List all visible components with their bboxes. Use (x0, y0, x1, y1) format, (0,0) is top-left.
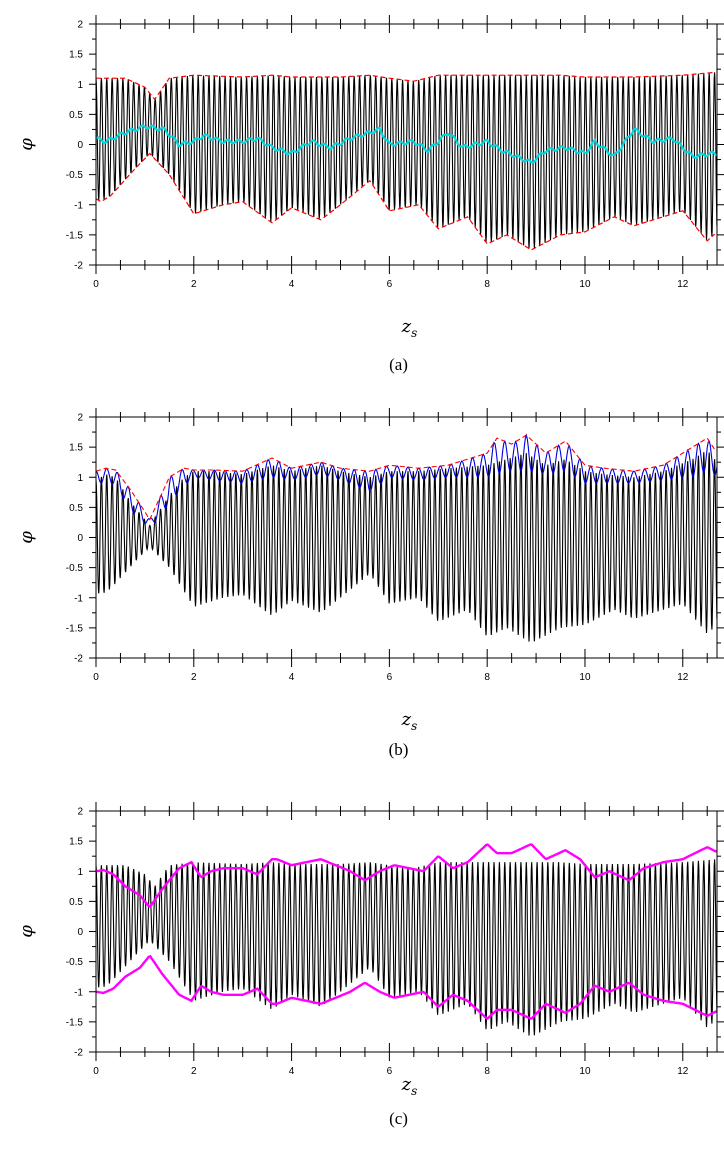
magenta-upper-envelope (96, 843, 717, 909)
x-axis-label: zs (401, 316, 418, 340)
panel-b: 0 2 4 6 8 10 12 2 1.5 1 0.5 0 -0.5 -1 -1.5 -2 φ zs (b) (16, 408, 724, 759)
y-tick-label: -0.5 (66, 170, 84, 181)
x-tick-label: 8 (484, 672, 490, 683)
panel-caption: (b) (389, 740, 409, 759)
x-tick-label: 2 (191, 279, 197, 290)
y-tick-label: 0.5 (69, 110, 83, 121)
x-tick-label: 10 (579, 672, 591, 683)
x-tick-label: 12 (677, 672, 689, 683)
y-tick-label: -0.5 (66, 563, 84, 574)
x-tick-label: 4 (289, 279, 295, 290)
magenta-lower-envelope (96, 954, 717, 1020)
y-tick-label: -1.5 (66, 623, 84, 634)
x-tick-label: 4 (289, 1066, 295, 1077)
y-tick-label: 0 (77, 927, 83, 938)
x-axis-label: zs (401, 1074, 418, 1098)
y-axis-label: φ (16, 531, 37, 544)
y-tick-label: 0.5 (69, 503, 83, 514)
y-tick-label: -1 (74, 593, 83, 604)
x-tick-label: 2 (191, 1066, 197, 1077)
mean-series (96, 124, 717, 164)
x-tick-label: 0 (93, 672, 99, 683)
y-tick-label: 1 (77, 867, 83, 878)
oscillation-series (96, 72, 717, 249)
envelope-upper (96, 71, 715, 101)
y-tick-label: 1 (77, 473, 83, 484)
x-tick-label: 6 (387, 1066, 393, 1077)
y-axis-label: φ (16, 138, 37, 151)
panel-a: 0 2 4 6 8 10 12 2 1.5 1 0.5 0 -0.5 -1 -1.5 -2 φ zs (a) (16, 15, 724, 374)
x-tick-label: 4 (289, 672, 295, 683)
y-tick-label: 2 (77, 20, 83, 31)
x-tick-label: 12 (677, 279, 689, 290)
y-tick-label: 1.5 (69, 443, 83, 454)
y-tick-label: 0.5 (69, 897, 83, 908)
x-axis-label: zs (401, 709, 418, 733)
y-tick-label: 0 (77, 140, 83, 151)
x-tick-label: 0 (93, 1066, 99, 1077)
y-tick-label: 1.5 (69, 50, 83, 61)
plot-area (96, 843, 717, 1036)
x-tick-label: 6 (387, 279, 393, 290)
y-tick-label: -2 (74, 261, 83, 272)
x-tick-label: 0 (93, 279, 99, 290)
x-tick-label: 8 (484, 279, 490, 290)
y-tick-label: 1.5 (69, 837, 83, 848)
x-tick-label: 10 (579, 1066, 591, 1077)
y-tick-label: 0 (77, 533, 83, 544)
y-tick-label: -1 (74, 987, 83, 998)
y-tick-label: -1.5 (66, 230, 84, 241)
y-tick-label: -1.5 (66, 1017, 84, 1028)
oscillation-series (96, 859, 717, 1036)
plot-area (96, 71, 717, 251)
x-tick-label: 2 (191, 672, 197, 683)
panel-c: 0 2 4 6 8 10 12 2 1.5 1 0.5 0 -0.5 -1 -1.5 -2 φ zs (c) (16, 802, 724, 1128)
oscillation-series (96, 452, 717, 642)
y-axis-label: φ (16, 925, 37, 938)
blue-envelope-series (96, 433, 717, 525)
panel-caption: (a) (389, 355, 408, 374)
panel-caption: (c) (389, 1109, 408, 1128)
x-tick-label: 12 (677, 1066, 689, 1077)
y-tick-label: -2 (74, 1048, 83, 1059)
x-tick-label: 8 (484, 1066, 490, 1077)
y-tick-label: -2 (74, 654, 83, 665)
y-tick-label: 2 (77, 413, 83, 424)
y-tick-label: 1 (77, 80, 83, 91)
y-tick-label: -0.5 (66, 957, 84, 968)
x-tick-label: 6 (387, 672, 393, 683)
envelope-lower (96, 152, 716, 251)
y-tick-label: -1 (74, 200, 83, 211)
y-tick-label: 2 (77, 807, 83, 818)
x-tick-label: 10 (579, 279, 591, 290)
plot-area (96, 433, 717, 642)
